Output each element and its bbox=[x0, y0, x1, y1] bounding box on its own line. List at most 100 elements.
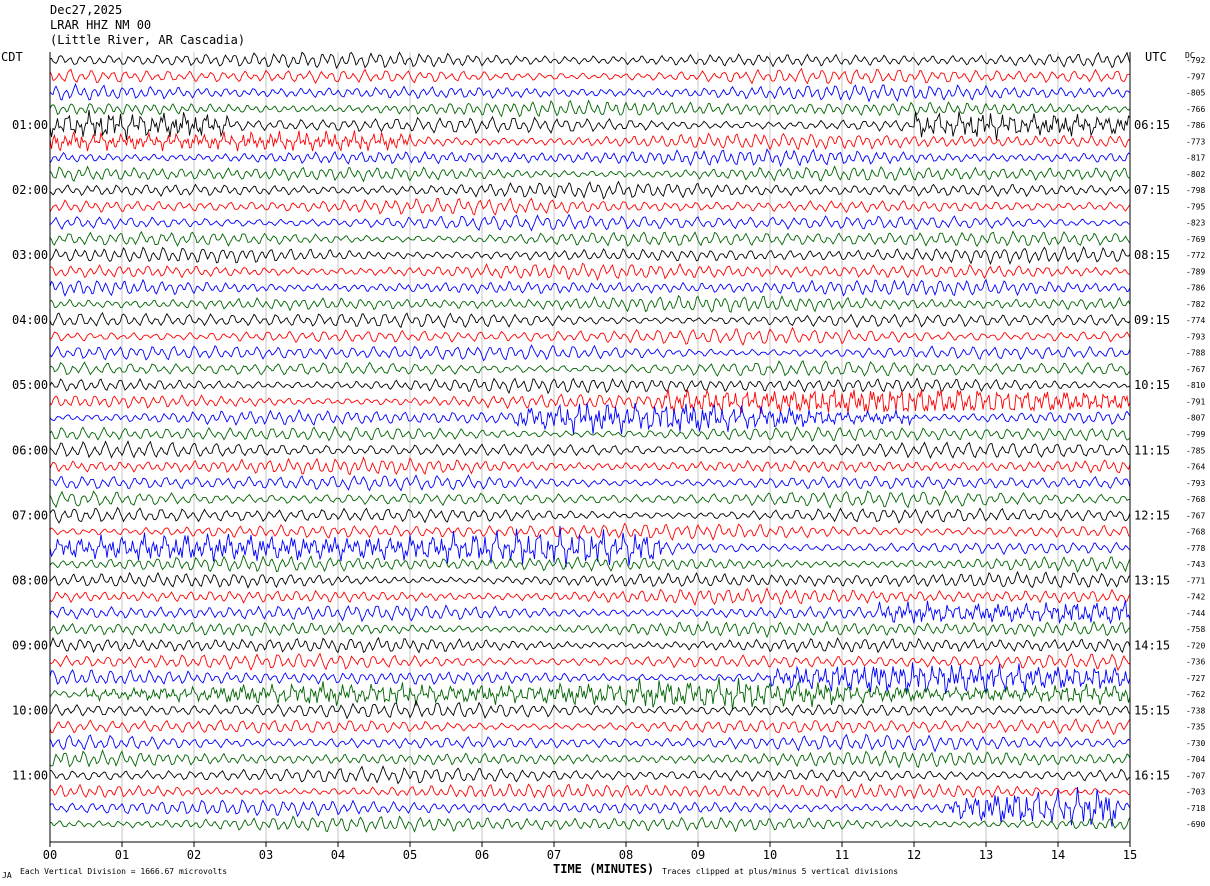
trace-row bbox=[49, 425, 1131, 443]
x-tick-label: 04 bbox=[331, 848, 345, 862]
scale-note: Each Vertical Division = 1666.67 microvo… bbox=[20, 867, 228, 876]
dc-offset-label: -823 bbox=[1186, 219, 1205, 228]
corner-mark: JA bbox=[2, 871, 12, 880]
trace-row bbox=[49, 180, 1131, 200]
dc-offset-label: -771 bbox=[1186, 576, 1205, 585]
x-tick-label: 14 bbox=[1051, 848, 1065, 862]
dc-offset-label: -789 bbox=[1186, 267, 1205, 276]
left-hour-label: 10:00 bbox=[12, 703, 48, 717]
dc-offset-label: -720 bbox=[1186, 641, 1205, 650]
trace-row bbox=[49, 377, 1131, 395]
left-hour-label: 03:00 bbox=[12, 248, 48, 262]
x-tick-label: 13 bbox=[979, 848, 993, 862]
trace-row bbox=[49, 600, 1131, 625]
right-hour-label: 15:15 bbox=[1134, 703, 1170, 717]
trace-row bbox=[49, 245, 1131, 266]
x-tick-label: 05 bbox=[403, 848, 417, 862]
trace-row bbox=[49, 388, 1131, 414]
right-hour-label: 16:15 bbox=[1134, 768, 1170, 782]
trace-row bbox=[49, 522, 1131, 541]
trace-row bbox=[49, 326, 1131, 346]
dc-offset-label: -788 bbox=[1186, 349, 1205, 358]
dc-offset-label: -772 bbox=[1186, 251, 1205, 260]
dc-offset-label: -791 bbox=[1186, 397, 1205, 406]
dc-offset-label: -718 bbox=[1186, 804, 1205, 813]
left-hour-label: 05:00 bbox=[12, 378, 48, 392]
trace-row bbox=[49, 213, 1131, 232]
dc-offset-label: -768 bbox=[1186, 528, 1205, 537]
trace-row bbox=[49, 440, 1130, 459]
trace-row bbox=[49, 554, 1131, 574]
dc-offset-label: -795 bbox=[1186, 202, 1205, 211]
trace-row bbox=[49, 165, 1131, 183]
trace-row bbox=[49, 99, 1131, 118]
dc-offset-label: -744 bbox=[1186, 609, 1205, 618]
x-tick-label: 15 bbox=[1123, 848, 1137, 862]
x-tick-label: 01 bbox=[115, 848, 129, 862]
right-hour-label: 06:15 bbox=[1134, 118, 1170, 132]
trace-row bbox=[49, 344, 1131, 362]
trace-row bbox=[49, 130, 1131, 152]
dc-offset-label: -767 bbox=[1186, 365, 1205, 374]
left-hour-label: 04:00 bbox=[12, 313, 48, 327]
dc-offset-label: -743 bbox=[1186, 560, 1205, 569]
trace-row bbox=[49, 587, 1131, 607]
left-hour-label: 09:00 bbox=[12, 638, 48, 652]
trace-row bbox=[49, 109, 1131, 141]
x-axis-title: TIME (MINUTES) bbox=[553, 862, 655, 876]
dc-offset-label: -707 bbox=[1186, 771, 1205, 780]
clip-note: Traces clipped at plus/minus 5 vertical … bbox=[662, 867, 899, 876]
right-hour-label: 09:15 bbox=[1134, 313, 1170, 327]
dc-offset-label: -773 bbox=[1186, 137, 1205, 146]
right-hour-label: 11:15 bbox=[1134, 443, 1170, 457]
dc-offset-label: -690 bbox=[1186, 820, 1205, 829]
x-tick-label: 03 bbox=[259, 848, 273, 862]
dc-offset-label: -793 bbox=[1186, 332, 1205, 341]
trace-row bbox=[49, 51, 1131, 70]
trace-row bbox=[49, 359, 1131, 377]
right-hour-label: 08:15 bbox=[1134, 248, 1170, 262]
right-hour-label: 14:15 bbox=[1134, 638, 1170, 652]
trace-row bbox=[49, 815, 1131, 833]
right-hour-label: 12:15 bbox=[1134, 508, 1170, 522]
trace-row bbox=[49, 82, 1131, 103]
left-hour-label: 01:00 bbox=[12, 118, 48, 132]
x-tick-label: 10 bbox=[763, 848, 777, 862]
trace-row bbox=[49, 733, 1131, 753]
trace-row bbox=[49, 230, 1131, 247]
dc-offset-label: -798 bbox=[1186, 186, 1205, 195]
header-date: Dec27,2025 bbox=[50, 3, 123, 17]
dc-offset-label: -797 bbox=[1186, 72, 1205, 81]
right-axis-label: UTC bbox=[1145, 50, 1167, 64]
right-hour-label: 10:15 bbox=[1134, 378, 1170, 392]
dc-label: DC bbox=[1185, 51, 1195, 60]
x-tick-label: 00 bbox=[43, 848, 57, 862]
dc-offset-label: -767 bbox=[1186, 511, 1205, 520]
dc-offset-label: -704 bbox=[1186, 755, 1205, 764]
trace-row bbox=[49, 311, 1131, 329]
left-axis-label: CDT bbox=[1, 50, 23, 64]
dc-offset-label: -768 bbox=[1186, 495, 1205, 504]
trace-row bbox=[49, 718, 1131, 735]
trace-row bbox=[49, 148, 1131, 168]
dc-offset-label: -805 bbox=[1186, 89, 1205, 98]
trace-row bbox=[49, 620, 1131, 639]
trace-row bbox=[49, 456, 1131, 476]
x-tick-label: 08 bbox=[619, 848, 633, 862]
dc-offset-label: -785 bbox=[1186, 446, 1205, 455]
trace-row bbox=[49, 490, 1131, 509]
dc-offset-label: -786 bbox=[1186, 121, 1205, 130]
dc-offset-label: -802 bbox=[1186, 170, 1205, 179]
dc-offset-label: -730 bbox=[1186, 739, 1205, 748]
x-tick-label: 02 bbox=[187, 848, 201, 862]
dc-offset-label: -769 bbox=[1186, 235, 1205, 244]
right-hour-label: 13:15 bbox=[1134, 573, 1170, 587]
dc-offset-label: -807 bbox=[1186, 414, 1205, 423]
dc-offset-label: -758 bbox=[1186, 625, 1205, 634]
trace-row bbox=[49, 570, 1131, 589]
dc-offset-label: -799 bbox=[1186, 430, 1205, 439]
x-tick-label: 12 bbox=[907, 848, 921, 862]
dc-offset-label: -778 bbox=[1186, 544, 1205, 553]
left-hour-label: 08:00 bbox=[12, 573, 48, 587]
dc-offset-label: -786 bbox=[1186, 284, 1205, 293]
